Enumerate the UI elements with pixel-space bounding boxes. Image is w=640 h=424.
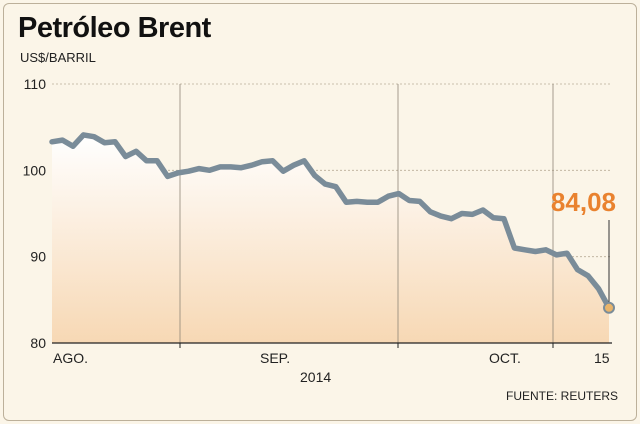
y-tick-label-110: 110 bbox=[24, 76, 47, 92]
x-tick-label-4: 15 bbox=[594, 350, 610, 366]
source-label: FUENTE: REUTERS bbox=[505, 389, 618, 403]
series-line-brent bbox=[49, 132, 612, 311]
x-tick-label-1: AGO. bbox=[53, 350, 88, 366]
last-value-marker bbox=[603, 301, 615, 314]
unit-label: US$/BARRIL bbox=[20, 50, 96, 65]
year-label: 2014 bbox=[300, 369, 331, 385]
axis-labels: 80 90 100 110 AGO. SEP. OCT. 15 2014 bbox=[23, 76, 610, 385]
line-layer: 84,08 bbox=[49, 132, 616, 314]
y-tick-label-100: 100 bbox=[23, 162, 47, 178]
chart-title: Petróleo Brent bbox=[18, 12, 211, 44]
x-tick-label-2: SEP. bbox=[260, 350, 290, 366]
axes bbox=[52, 342, 612, 348]
area-fill bbox=[52, 134, 609, 343]
month-dividers bbox=[179, 84, 554, 343]
x-tick-label-3: OCT. bbox=[489, 350, 521, 366]
last-value-label: 84,08 bbox=[551, 187, 616, 217]
y-tick-label-80: 80 bbox=[30, 335, 46, 351]
y-tick-label-90: 90 bbox=[30, 249, 46, 265]
area-layer bbox=[52, 134, 609, 343]
